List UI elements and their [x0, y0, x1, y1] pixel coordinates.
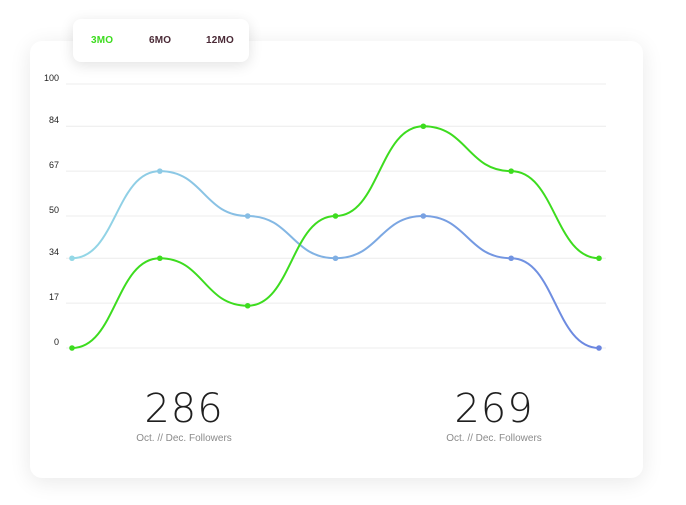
y-tick-label: 67	[49, 160, 59, 170]
data-point-blue	[69, 255, 75, 262]
tab-3mo[interactable]: 3MO	[91, 35, 114, 46]
data-point-blue	[420, 213, 427, 219]
stat-followers-right: 269 Oct. // Dec. Followers	[394, 389, 594, 444]
data-point-green	[508, 168, 514, 174]
data-point-blue	[244, 213, 251, 219]
data-point-blue	[508, 255, 514, 262]
y-tick-label: 17	[49, 292, 59, 302]
y-tick-label: 84	[49, 115, 59, 125]
data-point-green	[596, 255, 602, 262]
stat-label: Oct. // Dec. Followers	[446, 433, 542, 444]
period-tabs: 3MO 6MO 12MO	[73, 19, 249, 62]
stat-label: Oct. // Dec. Followers	[136, 433, 232, 444]
y-tick-label: 100	[44, 73, 59, 83]
data-point-blue	[157, 168, 163, 174]
y-tick-label: 50	[49, 205, 59, 215]
tab-6mo[interactable]: 6MO	[149, 35, 172, 46]
stat-followers-left: 286 Oct. // Dec. Followers	[84, 389, 284, 444]
data-point-green	[244, 302, 251, 309]
stat-value: 269	[454, 386, 534, 432]
series-line-green	[71, 125, 600, 349]
data-point-green	[420, 123, 427, 130]
data-point-blue	[596, 345, 602, 351]
data-point-green	[69, 345, 75, 351]
y-tick-label: 34	[49, 247, 59, 257]
tab-12mo[interactable]: 12MO	[206, 35, 235, 46]
data-point-blue	[332, 255, 339, 262]
data-point-green	[157, 255, 163, 262]
y-tick-label: 0	[54, 337, 59, 347]
data-point-green	[332, 213, 339, 219]
stat-value: 286	[144, 386, 224, 432]
